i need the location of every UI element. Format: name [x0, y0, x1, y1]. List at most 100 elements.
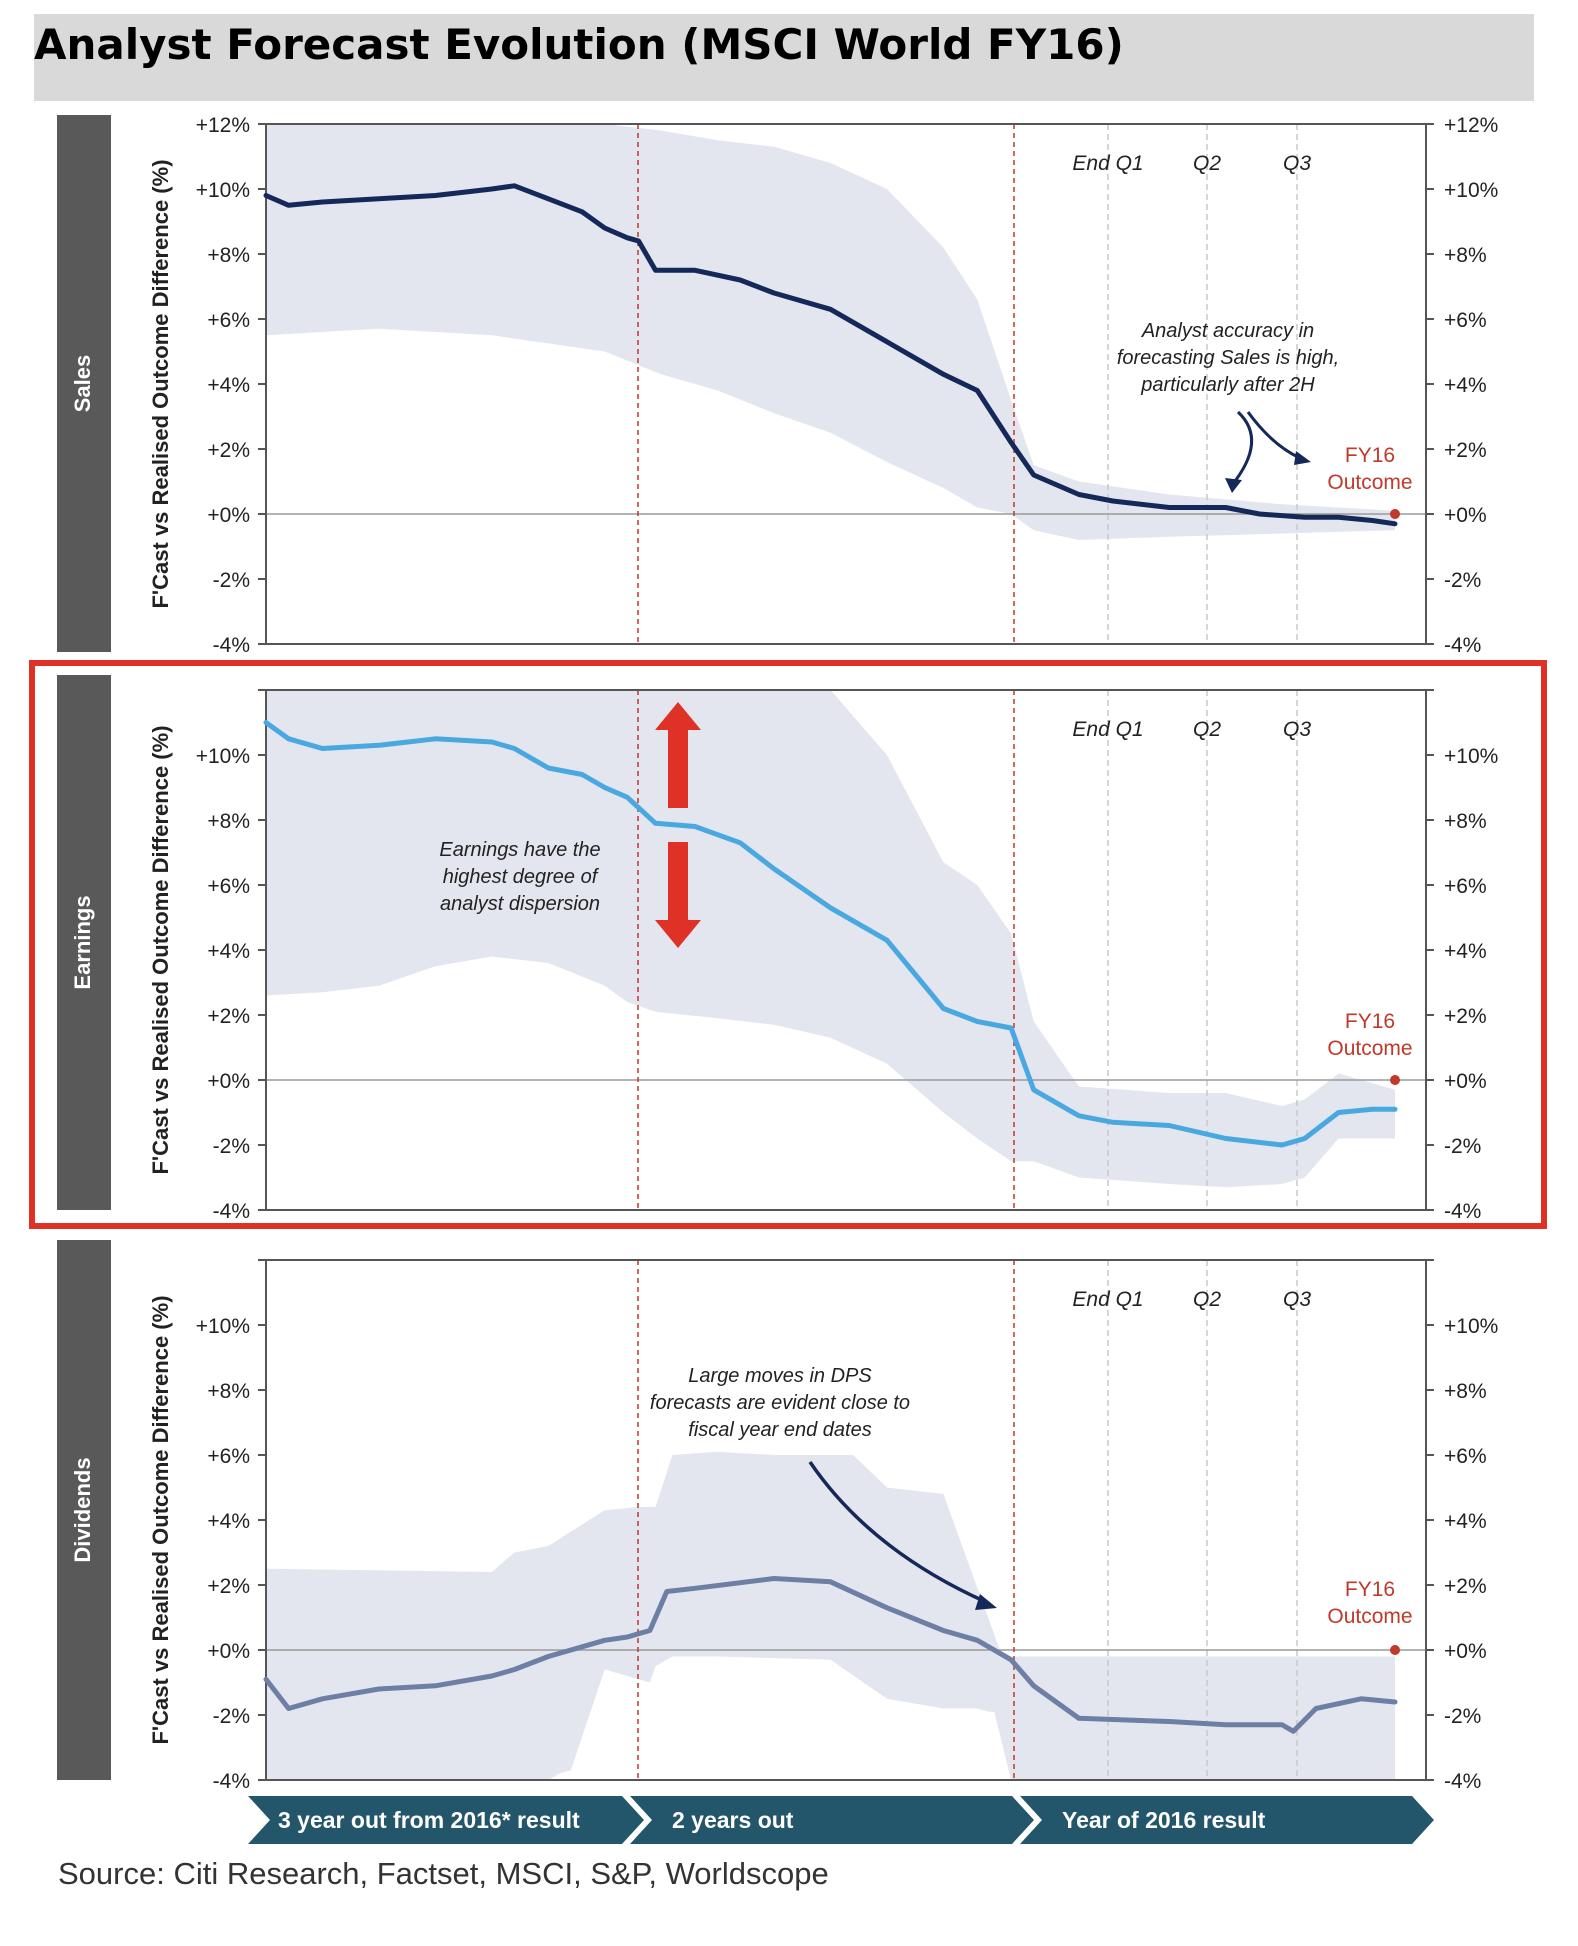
y-tick-label-right: +2%: [1444, 1005, 1487, 1028]
outcome-label: Outcome: [1327, 1605, 1412, 1628]
y-tick-label-left: +4%: [207, 374, 250, 397]
outcome-dot: [1390, 1645, 1400, 1655]
outcome-label: FY16: [1345, 1578, 1395, 1601]
title-bar: [34, 14, 1534, 101]
y-tick-label-left: +0%: [207, 504, 250, 527]
y-tick-label-right: +4%: [1444, 1510, 1487, 1533]
y-tick-label-right: -2%: [1444, 1135, 1481, 1158]
quarter-label: Q2: [1193, 718, 1221, 741]
y-tick-label-left: +0%: [207, 1640, 250, 1663]
outcome-label: FY16: [1345, 1010, 1395, 1033]
timeline-segment: [1020, 1796, 1434, 1844]
y-tick-label-right: +0%: [1444, 1640, 1487, 1663]
quarter-label: End Q1: [1072, 1288, 1143, 1311]
arrowhead: [975, 1594, 997, 1610]
y-tick-label-right: -2%: [1444, 1705, 1481, 1728]
y-tick-label-left: +12%: [196, 114, 250, 137]
annotation-text: Analyst accuracy in: [1141, 320, 1314, 342]
arrowhead: [1225, 478, 1242, 493]
series-line-earnings: [263, 720, 1398, 1148]
annotation-text: analyst dispersion: [440, 893, 600, 915]
quarter-label: Q3: [1283, 1288, 1311, 1311]
y-tick-label-right: +0%: [1444, 1070, 1487, 1093]
outcome-dot: [1390, 1075, 1400, 1085]
source-note: Source: Citi Research, Factset, MSCI, S&…: [58, 1856, 829, 1891]
y-tick-label-right: +4%: [1444, 940, 1487, 963]
y-axis-label: F'Cast vs Realised Outcome Difference (%…: [148, 159, 173, 608]
y-tick-label-right: +10%: [1444, 179, 1498, 202]
outcome-label: Outcome: [1327, 471, 1412, 494]
annotation-text: particularly after 2H: [1140, 374, 1315, 396]
dispersion-band: [266, 124, 1395, 540]
side-label: Dividends: [70, 1457, 95, 1562]
y-tick-label-right: +8%: [1444, 810, 1487, 833]
series-line-sales: [263, 183, 1398, 527]
quarter-label: Q2: [1193, 152, 1221, 175]
y-tick-label-left: -2%: [213, 1705, 250, 1728]
y-tick-label-right: +10%: [1444, 1315, 1498, 1338]
annotation-arrow: [1230, 410, 1253, 486]
y-tick-label-right: +4%: [1444, 374, 1487, 397]
annotation-text: Earnings have the: [439, 839, 600, 861]
panel-earnings: Earnings F'Cast vs Realised Outcome Diffe…: [57, 675, 1498, 1223]
y-tick-label-left: +10%: [196, 179, 250, 202]
earnings-highlight-box: [29, 660, 1547, 1229]
y-tick-label-left: +8%: [207, 244, 250, 267]
quarter-label: End Q1: [1072, 718, 1143, 741]
annotation-arrow: [1246, 411, 1301, 460]
dividends-arrow: [808, 1461, 997, 1610]
side-label: Sales: [70, 355, 95, 413]
timeline-label: Year of 2016 result: [1062, 1807, 1266, 1833]
y-tick-label-left: +6%: [207, 1445, 250, 1468]
y-tick-label-left: +4%: [207, 1510, 250, 1533]
annotation-text: fiscal year end dates: [688, 1419, 871, 1441]
panel-sales: Sales F'Cast vs Realised Outcome Differen…: [57, 114, 1498, 657]
y-tick-label-left: +6%: [207, 309, 250, 332]
y-tick-label-right: -4%: [1444, 1770, 1481, 1793]
y-tick-label-right: +8%: [1444, 244, 1487, 267]
y-tick-label-left: +2%: [207, 439, 250, 462]
side-label-bg: [57, 675, 111, 1210]
y-axis-label: F'Cast vs Realised Outcome Difference (%…: [148, 725, 173, 1174]
side-label-bg: [57, 115, 111, 652]
y-tick-label-right: +10%: [1444, 745, 1498, 768]
y-tick-label-left: -4%: [213, 634, 250, 657]
annotation-arrow: [808, 1461, 987, 1604]
y-tick-label-left: -4%: [213, 1200, 250, 1223]
dispersion-band: [266, 1451, 1395, 1780]
y-tick-label-left: -2%: [213, 569, 250, 592]
y-tick-label-right: +12%: [1444, 114, 1498, 137]
y-tick-label-left: +2%: [207, 1575, 250, 1598]
series-line-dividends: [263, 1576, 1398, 1734]
up-arrowhead: [655, 702, 701, 730]
y-tick-label-left: +0%: [207, 1070, 250, 1093]
annotation-text: highest degree of: [443, 866, 600, 888]
y-axis-label: F'Cast vs Realised Outcome Difference (%…: [148, 1295, 173, 1744]
annotation-text: forecasts are evident close to: [650, 1392, 910, 1414]
y-tick-label-right: -4%: [1444, 1200, 1481, 1223]
timeline-segment: [630, 1796, 1034, 1844]
y-tick-label-left: +2%: [207, 1005, 250, 1028]
y-tick-label-right: +6%: [1444, 1445, 1487, 1468]
sales-arrows: [1225, 410, 1311, 493]
quarter-label: Q2: [1193, 1288, 1221, 1311]
y-tick-label-left: +6%: [207, 875, 250, 898]
down-arrowhead: [655, 920, 701, 948]
annotation-text: Large moves in DPS: [688, 1365, 872, 1387]
quarter-label: End Q1: [1072, 152, 1143, 175]
y-tick-label-right: +0%: [1444, 504, 1487, 527]
y-tick-label-right: +8%: [1444, 1380, 1487, 1403]
quarter-label: Q3: [1283, 152, 1311, 175]
y-tick-label-left: -4%: [213, 1770, 250, 1793]
y-tick-label-left: +8%: [207, 810, 250, 833]
timeline-bar: 3 year out from 2016* result 2 years out Y…: [248, 1796, 1434, 1844]
arrowhead: [1294, 451, 1311, 465]
timeline-label: 3 year out from 2016* result: [278, 1807, 580, 1833]
y-tick-label-left: +10%: [196, 745, 250, 768]
y-tick-label-left: +8%: [207, 1380, 250, 1403]
outcome-label: Outcome: [1327, 1037, 1412, 1060]
dispersion-band: [266, 690, 1395, 1188]
side-label: Earnings: [70, 895, 95, 989]
page-title: Analyst Forecast Evolution (MSCI World F…: [34, 20, 1124, 69]
